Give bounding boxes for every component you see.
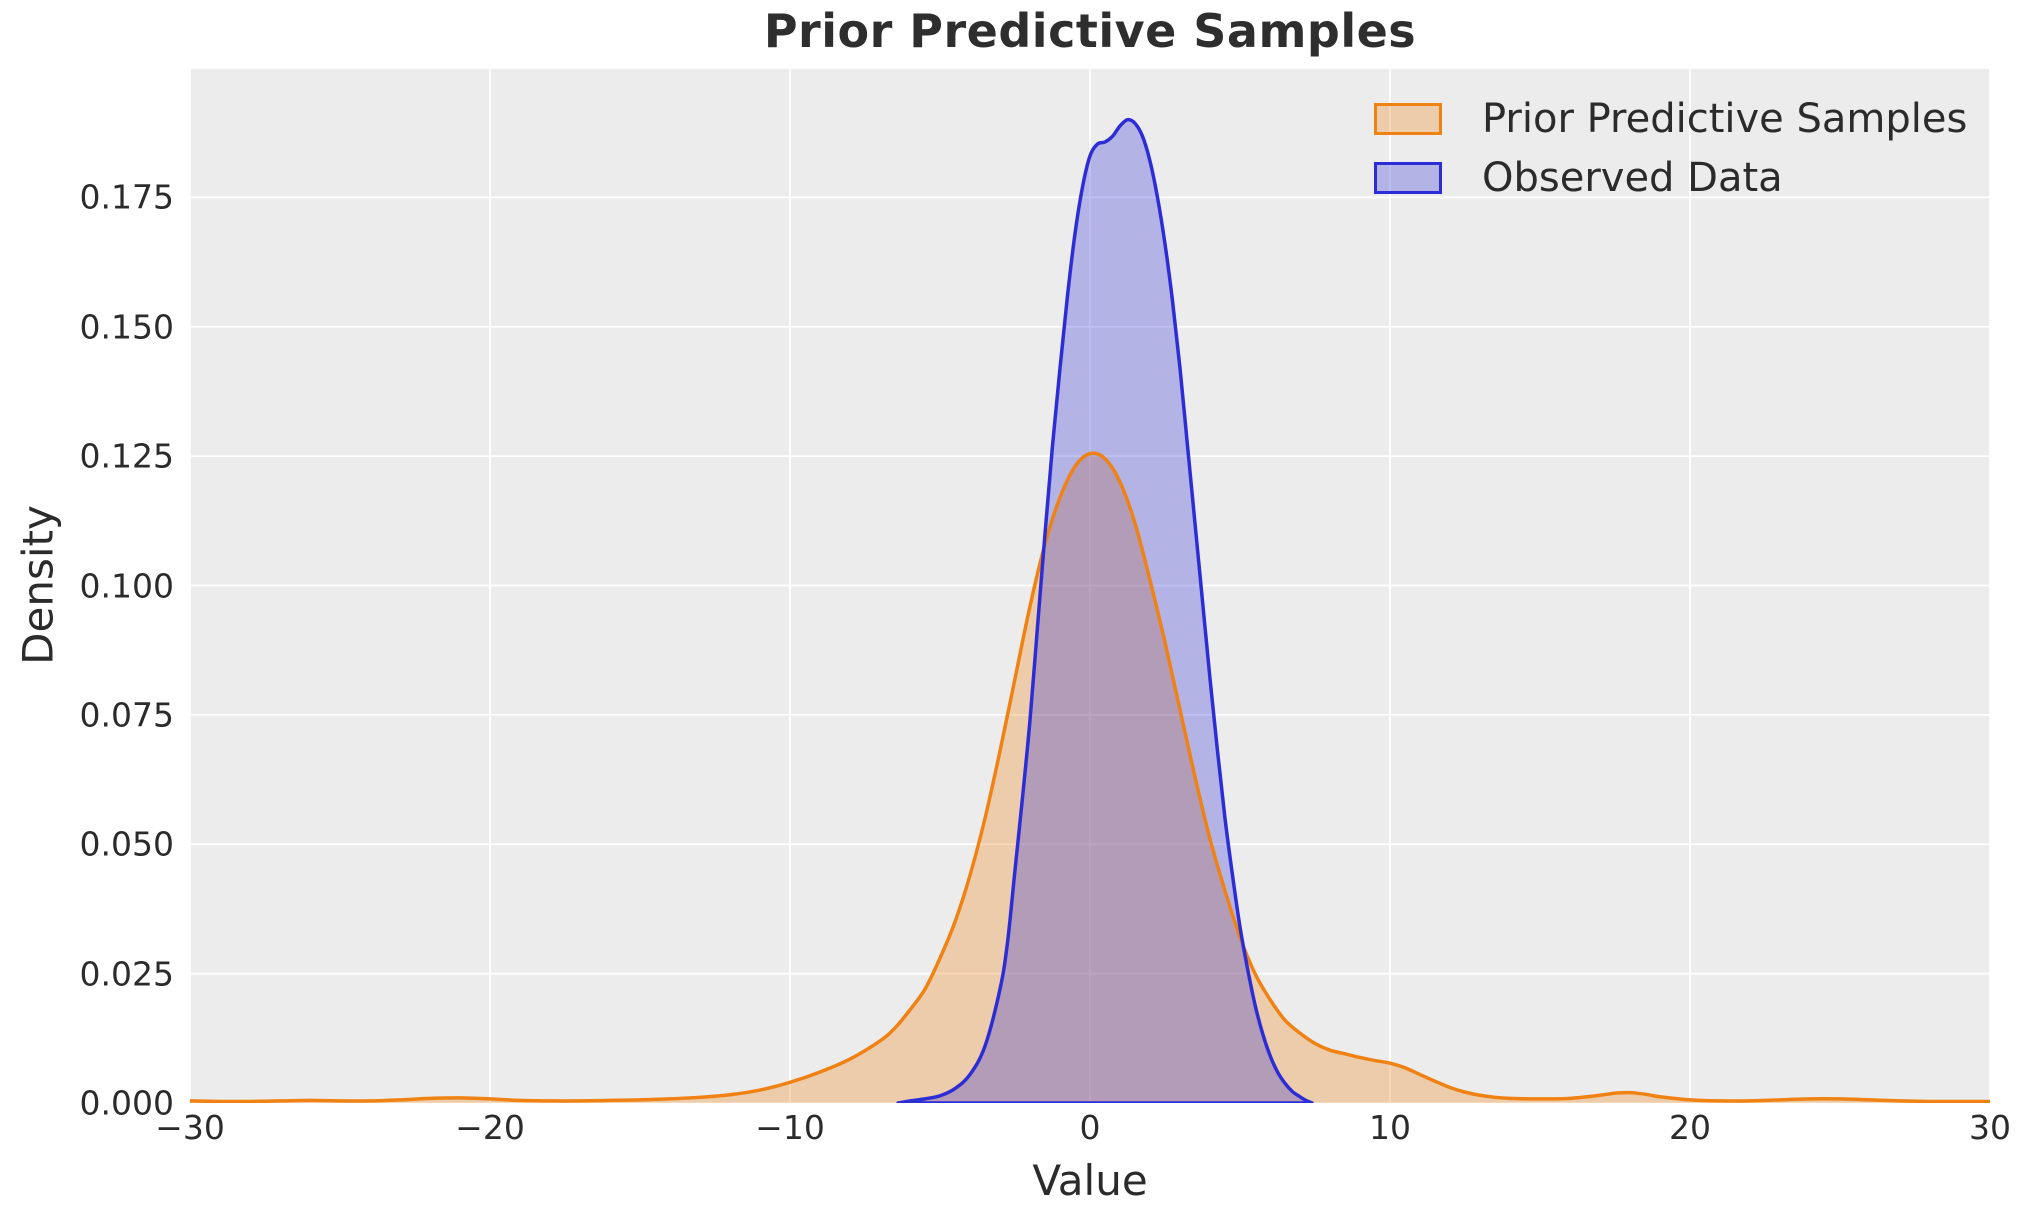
plot-svg xyxy=(190,68,1990,1103)
y-tick-label: 0.175 xyxy=(79,177,174,217)
x-tick-label: 0 xyxy=(1079,1108,1101,1147)
y-axis-label: Density xyxy=(13,505,63,665)
y-tick-label: 0.050 xyxy=(79,824,174,864)
legend: Prior Predictive Samples Observed Data xyxy=(1374,96,1967,201)
y-tick-label: 0.000 xyxy=(79,1083,174,1123)
chart-title: Prior Predictive Samples xyxy=(763,4,1417,58)
legend-item-prior-predictive-samples: Prior Predictive Samples xyxy=(1374,96,1967,142)
plot-area xyxy=(190,68,1990,1103)
kde-fill-prior-predictive-samples xyxy=(190,453,1990,1103)
y-tick-label: 0.100 xyxy=(79,566,174,605)
legend-swatch-prior-predictive-samples xyxy=(1374,103,1442,135)
kde-line-prior-predictive-samples xyxy=(190,451,1990,1103)
legend-label-prior-predictive-samples: Prior Predictive Samples xyxy=(1482,96,1968,142)
legend-item-observed-data: Observed Data xyxy=(1374,155,1967,201)
x-tick-label: 30 xyxy=(1969,1108,2011,1147)
x-tick-label: −30 xyxy=(155,1108,225,1147)
y-tick-label: 0.125 xyxy=(79,436,174,476)
x-tick-label: −20 xyxy=(455,1108,525,1147)
kde-line-observed-data xyxy=(896,117,1314,1103)
y-tick-label: 0.025 xyxy=(79,954,174,994)
x-tick-label: 10 xyxy=(1369,1108,1411,1147)
y-tick-label: 0.150 xyxy=(79,307,174,347)
legend-label-observed-data: Observed Data xyxy=(1482,155,1783,201)
legend-swatch-observed-data xyxy=(1374,162,1442,194)
x-axis-label: Value xyxy=(1032,1156,1148,1205)
y-tick-label: 0.075 xyxy=(79,695,174,735)
x-tick-label: −10 xyxy=(755,1108,825,1147)
x-tick-label: 20 xyxy=(1669,1108,1711,1147)
kde-fill-observed-data xyxy=(898,119,1312,1103)
